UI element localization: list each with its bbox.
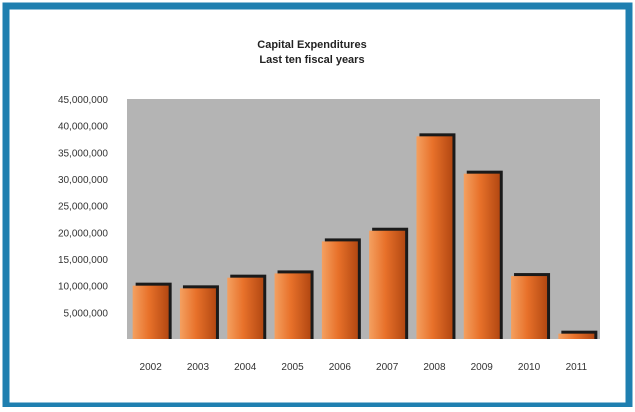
x-axis: 2002 2003 2004 2005 2006 2007 2008 2009 2010 2011 xyxy=(140,362,588,373)
x-tick-label: 2007 xyxy=(376,362,399,373)
bar-2007 xyxy=(369,230,406,339)
x-tick-label: 2002 xyxy=(140,362,163,373)
x-tick-label: 2008 xyxy=(423,362,446,373)
x-tick-label: 2010 xyxy=(518,362,541,373)
bar-2006 xyxy=(321,241,358,339)
chart-subtitle: Last ten fiscal years xyxy=(259,54,364,66)
x-tick-label: 2006 xyxy=(329,362,352,373)
bar-2010 xyxy=(511,276,548,339)
bar-2005 xyxy=(274,273,311,339)
bar-series xyxy=(132,133,598,339)
chart-title: Capital Expenditures xyxy=(257,39,366,51)
y-tick-label: 5,000,000 xyxy=(64,308,109,319)
y-tick-label: 35,000,000 xyxy=(58,148,108,159)
bar-2004 xyxy=(227,277,264,339)
bar-2002 xyxy=(132,285,169,339)
bar-2008 xyxy=(416,136,453,339)
y-tick-label: 40,000,000 xyxy=(58,122,108,133)
x-tick-label: 2011 xyxy=(566,362,588,373)
bar-2011 xyxy=(558,333,595,339)
x-tick-label: 2009 xyxy=(471,362,494,373)
y-tick-label: 30,000,000 xyxy=(58,175,108,186)
y-tick-label: 25,000,000 xyxy=(58,202,108,213)
y-tick-label: 10,000,000 xyxy=(58,282,108,293)
x-tick-label: 2005 xyxy=(281,362,304,373)
y-tick-label: 15,000,000 xyxy=(58,255,108,266)
y-tick-label: 45,000,000 xyxy=(58,95,108,106)
y-tick-label: 20,000,000 xyxy=(58,228,108,239)
bar-2003 xyxy=(179,288,216,339)
x-tick-label: 2003 xyxy=(187,362,210,373)
x-tick-label: 2004 xyxy=(234,362,257,373)
bar-2009 xyxy=(463,173,500,339)
y-axis: 5,000,000 10,000,000 15,000,000 20,000,000 2… xyxy=(58,95,108,319)
